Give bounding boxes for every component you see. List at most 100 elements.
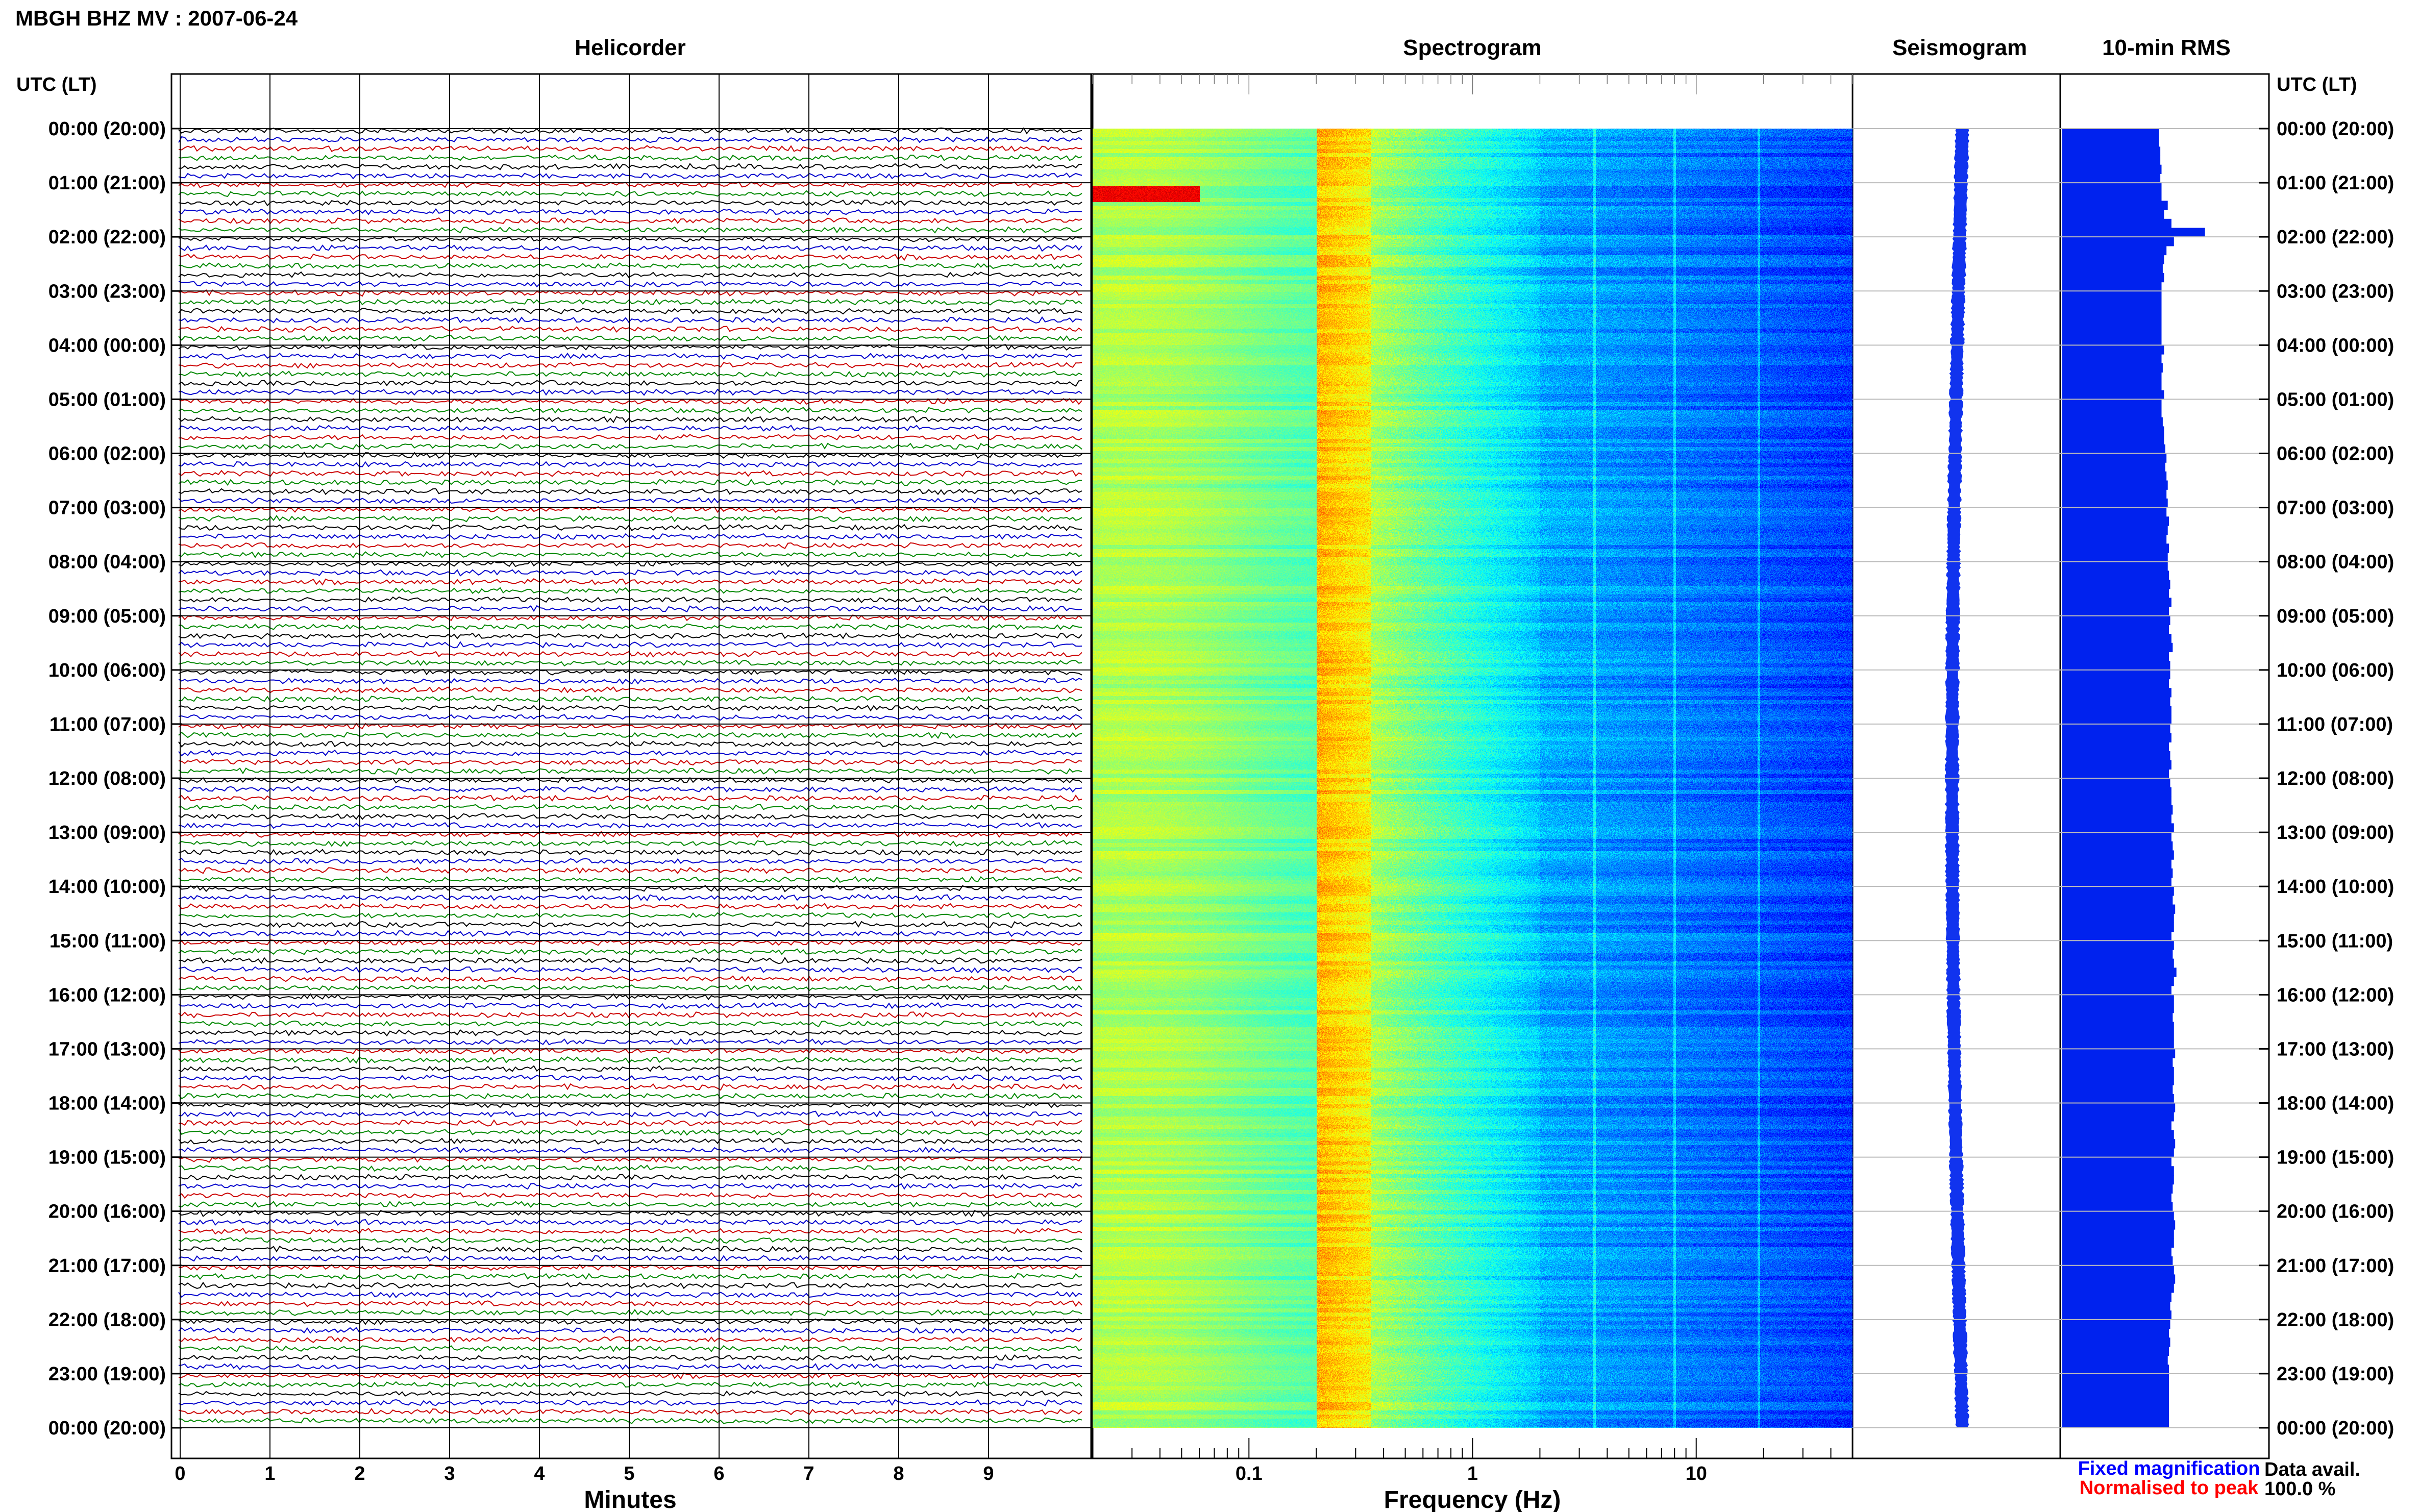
rms-bar — [2062, 913, 2174, 923]
helicorder-trace — [178, 876, 1082, 883]
minute-tick-label: 3 — [444, 1463, 455, 1484]
helicorder-trace — [178, 1255, 1082, 1262]
helicorder-trace — [178, 849, 1082, 856]
figure-title: MBGH BHZ MV : 2007-06-24 — [15, 6, 298, 30]
rms-bar — [2062, 588, 2169, 599]
rms-bar — [2062, 1112, 2174, 1122]
spectrogram-heatmap — [1093, 129, 1853, 1428]
rms-bar — [2062, 1139, 2176, 1149]
rms-bar — [2062, 1238, 2174, 1248]
helicorder-trace — [178, 1399, 1082, 1407]
time-label-left: 18:00 (14:00) — [48, 1093, 166, 1114]
helicorder-trace — [178, 1011, 1082, 1019]
minute-tick-label: 9 — [983, 1463, 994, 1484]
helicorder-trace — [178, 1300, 1082, 1307]
helicorder-trace — [178, 235, 1082, 243]
rms-bar — [2062, 1400, 2169, 1410]
helicorder-trace — [178, 1056, 1082, 1064]
helicorder-trace — [178, 497, 1082, 504]
helicorder-trace — [178, 614, 1082, 622]
time-label-right: 06:00 (02:00) — [2277, 443, 2394, 465]
helicorder-trace — [178, 1137, 1082, 1145]
rms-bar — [2062, 543, 2169, 553]
rms-bar — [2062, 245, 2167, 256]
helicorder-trace — [178, 1201, 1082, 1208]
helicorder-trace — [178, 1083, 1082, 1091]
rms-bar — [2062, 1409, 2169, 1419]
rms-bar — [2062, 985, 2171, 995]
helicorder-trace — [178, 326, 1082, 333]
helicorder-trace — [178, 434, 1082, 440]
time-label-left: 21:00 (17:00) — [48, 1255, 166, 1277]
time-label-left: 20:00 (16:00) — [48, 1201, 166, 1223]
rms-bar — [2062, 561, 2168, 571]
helicorder-trace — [178, 713, 1082, 721]
rms-bar — [2062, 534, 2167, 544]
helicorder-trace — [178, 794, 1082, 802]
rms-bar — [2062, 264, 2163, 274]
rms-bar — [2062, 814, 2171, 824]
rms-bar — [2062, 1067, 2174, 1077]
rms-bar — [2062, 390, 2164, 400]
time-label-right: 14:00 (10:00) — [2277, 876, 2394, 898]
rms-bar — [2062, 300, 2162, 310]
legend-fixed-magnification: Fixed magnification — [2078, 1458, 2260, 1479]
rms-bar — [2062, 1121, 2171, 1131]
time-label-left: 00:00 (20:00) — [48, 118, 166, 140]
helicorder-trace — [178, 335, 1082, 342]
helicorder-panel — [178, 127, 1082, 1425]
rms-bar — [2062, 1229, 2174, 1239]
rms-bar — [2062, 571, 2169, 580]
helicorder-trace — [178, 551, 1082, 559]
rms-bar — [2062, 345, 2164, 355]
helicorder-trace — [178, 993, 1082, 1001]
rms-bar — [2062, 607, 2169, 616]
rms-bar — [2062, 435, 2164, 445]
helicorder-trace — [178, 352, 1082, 360]
rms-bar — [2062, 976, 2174, 986]
helicorder-trace — [178, 533, 1082, 540]
rms-bar — [2062, 1157, 2171, 1167]
time-label-left: 23:00 (19:00) — [48, 1364, 166, 1385]
rms-bar — [2062, 480, 2168, 490]
time-label-left: 06:00 (02:00) — [48, 443, 166, 465]
freq-tick-label: 10 — [1686, 1463, 1707, 1484]
rms-bar — [2062, 1076, 2174, 1085]
rms-bar — [2062, 904, 2176, 914]
helicorder-trace — [178, 1390, 1082, 1397]
rms-bar — [2062, 1039, 2174, 1050]
helicorder-trace — [178, 1417, 1082, 1425]
rms-bar — [2062, 940, 2174, 950]
helicorder-trace — [178, 1020, 1082, 1028]
helicorder-trace — [178, 632, 1082, 639]
rms-bar — [2062, 201, 2168, 210]
freq-tick-label: 0.1 — [1236, 1463, 1263, 1484]
helicorder-trace — [178, 488, 1082, 495]
helicorder-trace — [178, 839, 1082, 847]
rms-bar — [2062, 1166, 2174, 1176]
helicorder-trace — [178, 1227, 1082, 1235]
helicorder-trace — [178, 587, 1082, 594]
legend-normalised-to-peak: Normalised to peak — [2080, 1477, 2259, 1499]
rms-bar — [2062, 1148, 2174, 1158]
time-label-right: 09:00 (05:00) — [2277, 606, 2394, 627]
rms-bar — [2062, 255, 2164, 264]
time-label-left: 10:00 (06:00) — [48, 660, 166, 681]
rms-bar — [2062, 670, 2170, 680]
rms-bar — [2062, 507, 2167, 517]
helicorder-trace — [178, 948, 1082, 955]
helicorder-trace — [179, 1263, 1082, 1271]
helicorder-trace — [178, 677, 1082, 685]
rms-panel — [2062, 129, 2205, 1428]
helicorder-trace — [178, 984, 1082, 992]
helicorder-trace — [178, 442, 1082, 451]
helicorder-trace — [178, 1281, 1082, 1290]
panel-frame — [2059, 73, 2270, 1459]
rms-bar — [2062, 1058, 2173, 1068]
time-label-left: 16:00 (12:00) — [48, 984, 166, 1006]
time-label-right: 03:00 (23:00) — [2277, 281, 2394, 302]
rms-bar — [2062, 1292, 2171, 1302]
helicorder-trace — [178, 479, 1082, 486]
helicorder-trace — [178, 569, 1082, 577]
helicorder-trace — [178, 1381, 1082, 1388]
